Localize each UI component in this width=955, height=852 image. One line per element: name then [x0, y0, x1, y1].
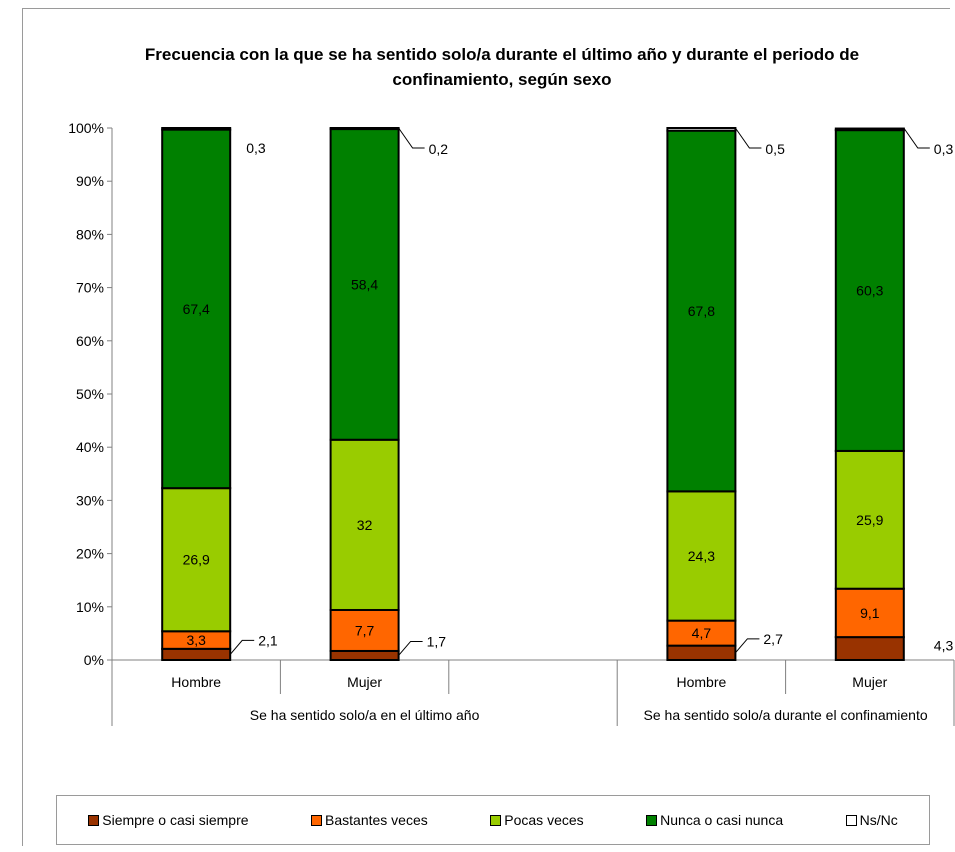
- bar-segment: [161, 127, 232, 131]
- chart-frame: [22, 8, 950, 846]
- y-tick-label: 50%: [76, 386, 104, 402]
- bar-segment: [834, 636, 905, 662]
- category-label: Mujer: [347, 674, 382, 690]
- leader-line: [735, 638, 760, 654]
- legend-swatch: [88, 814, 100, 826]
- leader-line: [398, 640, 423, 656]
- y-tick-label: 0%: [84, 652, 104, 668]
- stacked-bar-chart: 0% 10% 20% 30% 40% 50% 60% 70% 80% 90% 100% Hombre M…: [68, 120, 955, 726]
- data-label: 2,1: [258, 632, 278, 648]
- legend-item: Pocas veces: [490, 812, 584, 828]
- category-label: Hombre: [171, 674, 221, 690]
- data-label: 67,4: [183, 301, 210, 317]
- data-label: 4,7: [692, 625, 712, 641]
- category-label: Hombre: [677, 674, 727, 690]
- bar-segment: [834, 127, 905, 132]
- legend-item: Siempre o casi siempre: [88, 812, 249, 828]
- bar-segment: [161, 487, 232, 633]
- data-label: 58,4: [351, 276, 378, 292]
- data-label: 1,7: [427, 633, 447, 649]
- leader-line: [903, 127, 930, 149]
- data-label: 0,5: [765, 141, 785, 157]
- bar-segment: [834, 449, 905, 590]
- bar-segment: [666, 619, 737, 647]
- legend-item: Bastantes veces: [311, 812, 428, 828]
- data-label: 2,7: [763, 631, 783, 647]
- y-tick-label: 30%: [76, 492, 104, 508]
- leader-line: [229, 639, 255, 655]
- bar-segment: [161, 128, 232, 490]
- y-tick-label: 10%: [76, 599, 104, 615]
- legend-swatch: [845, 814, 857, 826]
- bar-segment: [329, 649, 400, 661]
- y-tick-label: 20%: [76, 546, 104, 562]
- legend-label: Siempre o casi siempre: [102, 812, 249, 828]
- data-label: 24,3: [688, 548, 715, 564]
- data-label: 25,9: [856, 512, 883, 528]
- legend-label: Pocas veces: [504, 812, 584, 828]
- data-label: 60,3: [856, 283, 883, 299]
- legend-swatch: [646, 814, 658, 826]
- legend-label: Bastantes veces: [325, 812, 428, 828]
- legend-item: Ns/Nc: [845, 812, 898, 828]
- bar-segment: [161, 647, 232, 662]
- legend-item: Nunca o casi nunca: [646, 812, 783, 828]
- leader-line: [398, 127, 425, 149]
- bar-segment: [666, 644, 737, 661]
- y-tick-label: 60%: [76, 333, 104, 349]
- data-label: 0,3: [246, 140, 266, 156]
- y-tick-label: 90%: [76, 173, 104, 189]
- bar-segment: [666, 490, 737, 622]
- leader-line: [734, 127, 762, 149]
- legend: Siempre o casi siempre Bastantes veces Poc…: [56, 795, 930, 845]
- group-label: Se ha sentido solo/a en el último año: [250, 707, 480, 723]
- y-tick-label: 100%: [68, 120, 104, 136]
- data-label: 3,3: [186, 632, 206, 648]
- bar-segment: [834, 587, 905, 639]
- bar-segment: [834, 129, 905, 452]
- bar-segment: [329, 127, 400, 131]
- data-label: 0,3: [934, 141, 954, 157]
- legend-swatch: [311, 814, 323, 826]
- y-tick-label: 40%: [76, 439, 104, 455]
- data-label: 7,7: [355, 622, 375, 638]
- group-label: Se ha sentido solo/a durante el confinam…: [644, 707, 928, 723]
- bar-segment: [329, 128, 400, 441]
- legend-swatch: [490, 814, 502, 826]
- y-tick-label: 80%: [76, 226, 104, 242]
- data-label: 4,3: [934, 638, 954, 654]
- bar-segment: [666, 127, 737, 132]
- data-label: 26,9: [183, 552, 210, 568]
- data-label: 67,8: [688, 303, 715, 319]
- data-label: 0,2: [429, 141, 449, 157]
- y-tick-label: 70%: [76, 280, 104, 296]
- data-label: 32: [357, 517, 373, 533]
- category-label: Mujer: [852, 674, 887, 690]
- bar-segment: [329, 608, 400, 652]
- chart-title: Frecuencia con la que se ha sentido solo…: [144, 45, 860, 89]
- bar-segment: [329, 438, 400, 611]
- legend-label: Nunca o casi nunca: [660, 812, 784, 828]
- data-label: 9,1: [860, 605, 880, 621]
- legend-label: Ns/Nc: [859, 812, 898, 828]
